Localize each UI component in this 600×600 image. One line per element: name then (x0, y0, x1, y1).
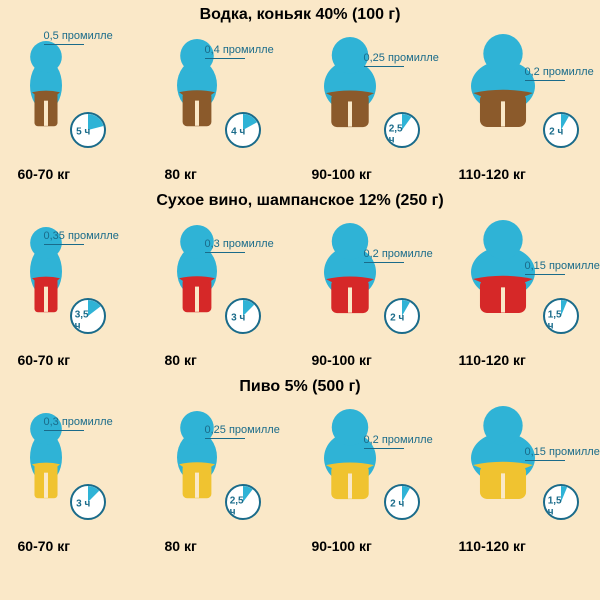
clock-hours: 2 ч (549, 127, 563, 138)
clock-face: 4 ч (225, 112, 261, 148)
promille-line (205, 438, 245, 439)
weight-label: 110-120 кг (459, 538, 526, 554)
promille-line (205, 252, 245, 253)
weight-label: 60-70 кг (18, 166, 71, 182)
clock-hours: 2 ч (390, 499, 404, 510)
row: 0,35 промилле 3,5 ч 60-70 кг 0,3 промилле 3 … (0, 212, 600, 372)
row: 0,3 промилле 3 ч 60-70 кг 0,25 промилле 2,5 … (0, 398, 600, 558)
clock-hours: 3,5 ч (75, 309, 91, 331)
clock-hours: 1,5 ч (548, 309, 564, 331)
promille-label: 0,2 промилле (364, 434, 433, 446)
promille-label: 0,25 промилле (364, 52, 439, 64)
clock-face: 3,5 ч (70, 298, 106, 334)
promille-line (525, 80, 565, 81)
weight-label: 90-100 кг (312, 166, 372, 182)
promille-label: 0,3 промилле (44, 416, 113, 428)
promille-line (44, 44, 84, 45)
weight-label: 110-120 кг (459, 166, 526, 182)
cell: 0,3 промилле 3 ч 60-70 кг (10, 398, 150, 558)
promille-line (44, 430, 84, 431)
promille-line (525, 274, 565, 275)
promille-line (205, 58, 245, 59)
weight-label: 60-70 кг (18, 538, 71, 554)
promille-label: 0,25 промилле (205, 424, 280, 436)
clock-face: 3 ч (70, 484, 106, 520)
promille-label: 0,2 промилле (525, 66, 594, 78)
section-title: Водка, коньяк 40% (100 г) (0, 0, 600, 26)
promille-label: 0,3 промилле (205, 238, 274, 250)
section: Пиво 5% (500 г)0,3 промилле3 ч60-70 кг0,… (0, 372, 600, 558)
promille-label: 0,4 промилле (205, 44, 274, 56)
clock-face: 5 ч (70, 112, 106, 148)
clock: 2,5 ч (225, 484, 261, 520)
clock: 2 ч (384, 484, 420, 520)
clock-face: 1,5 ч (543, 298, 579, 334)
clock-hours: 3 ч (76, 499, 90, 510)
person-icon (461, 406, 545, 518)
clock-hours: 2,5 ч (230, 495, 246, 517)
clock-hours: 2,5 ч (389, 123, 405, 145)
promille-label: 0,35 промилле (44, 230, 119, 242)
weight-label: 60-70 кг (18, 352, 71, 368)
cell: 0,15 промилле1,5 ч110-120 кг (451, 398, 591, 558)
clock: 3 ч (70, 484, 106, 520)
section-title: Пиво 5% (500 г) (0, 372, 600, 398)
promille-line (44, 244, 84, 245)
clock-face: 3 ч (225, 298, 261, 334)
clock-hours: 2 ч (390, 313, 404, 324)
cell: 0,35 промилле 3,5 ч 60-70 кг (10, 212, 150, 372)
clock: 2,5 ч (384, 112, 420, 148)
cell: 0,15 промилле1,5 ч110-120 кг (451, 212, 591, 372)
weight-label: 80 кг (165, 538, 197, 554)
section: Сухое вино, шампанское 12% (250 г)0,35 п… (0, 186, 600, 372)
clock-face: 2,5 ч (225, 484, 261, 520)
person-icon (314, 409, 386, 518)
cell: 0,25 промилле 2,5 ч 90-100 кг (304, 26, 444, 186)
cell: 0,3 промилле 3 ч 80 кг (157, 212, 297, 372)
promille-line (364, 66, 404, 67)
person-icon (20, 41, 72, 146)
weight-label: 110-120 кг (459, 352, 526, 368)
cell: 0,2 промилле 2 ч 110-120 кг (451, 26, 591, 186)
cell: 0,5 промилле 5 ч 60-70 кг (10, 26, 150, 186)
promille-label: 0,5 промилле (44, 30, 113, 42)
clock-face: 2 ч (543, 112, 579, 148)
cell: 0,2 промилле 2 ч 90-100 кг (304, 398, 444, 558)
clock: 4 ч (225, 112, 261, 148)
clock: 3 ч (225, 298, 261, 334)
cell: 0,4 промилле 4 ч 80 кг (157, 26, 297, 186)
weight-label: 80 кг (165, 352, 197, 368)
promille-label: 0,15 промилле (525, 446, 600, 458)
weight-label: 80 кг (165, 166, 197, 182)
person-icon (314, 223, 386, 332)
clock: 5 ч (70, 112, 106, 148)
promille-label: 0,2 промилле (364, 248, 433, 260)
row: 0,5 промилле 5 ч 60-70 кг 0,4 промилле 4 ч 80… (0, 26, 600, 186)
clock-hours: 5 ч (76, 127, 90, 138)
clock-hours: 3 ч (231, 313, 245, 324)
promille-line (364, 262, 404, 263)
clock-face: 2 ч (384, 298, 420, 334)
clock: 2 ч (384, 298, 420, 334)
weight-label: 90-100 кг (312, 352, 372, 368)
cell: 0,2 промилле 2 ч 90-100 кг (304, 212, 444, 372)
cell: 0,25 промилле 2,5 ч 80 кг (157, 398, 297, 558)
person-icon (461, 34, 545, 146)
clock-hours: 4 ч (231, 127, 245, 138)
clock-face: 1,5 ч (543, 484, 579, 520)
person-icon (461, 220, 545, 332)
section: Водка, коньяк 40% (100 г) 0,5 промилле 5 ч… (0, 0, 600, 186)
clock: 1,5 ч (543, 298, 579, 334)
clock-face: 2,5 ч (384, 112, 420, 148)
clock-face: 2 ч (384, 484, 420, 520)
clock: 3,5 ч (70, 298, 106, 334)
section-title: Сухое вино, шампанское 12% (250 г) (0, 186, 600, 212)
clock: 1,5 ч (543, 484, 579, 520)
promille-label: 0,15 промилле (525, 260, 600, 272)
clock: 2 ч (543, 112, 579, 148)
clock-hours: 1,5 ч (548, 495, 564, 517)
promille-line (364, 448, 404, 449)
weight-label: 90-100 кг (312, 538, 372, 554)
promille-line (525, 460, 565, 461)
